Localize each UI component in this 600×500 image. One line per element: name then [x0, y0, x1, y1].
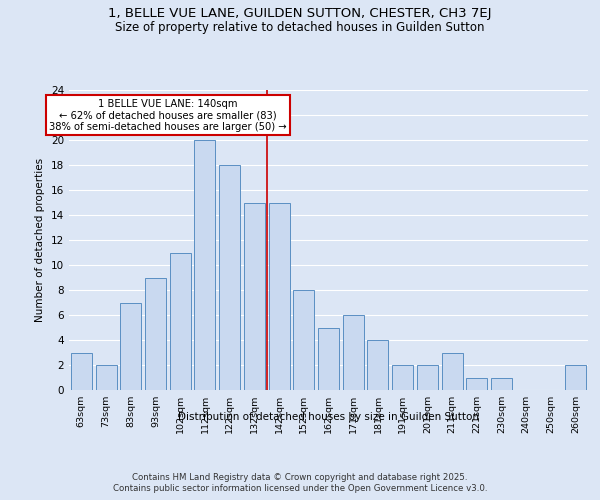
Text: Contains HM Land Registry data © Crown copyright and database right 2025.
Contai: Contains HM Land Registry data © Crown c…: [113, 472, 487, 494]
Bar: [194, 140, 215, 390]
Text: Size of property relative to detached houses in Guilden Sutton: Size of property relative to detached ho…: [115, 21, 485, 34]
Bar: [95, 365, 116, 390]
Bar: [417, 365, 438, 390]
Text: 1 BELLE VUE LANE: 140sqm
← 62% of detached houses are smaller (83)
38% of semi-d: 1 BELLE VUE LANE: 140sqm ← 62% of detach…: [49, 99, 287, 132]
Text: Distribution of detached houses by size in Guilden Sutton: Distribution of detached houses by size …: [178, 412, 479, 422]
Bar: [293, 290, 314, 390]
Y-axis label: Number of detached properties: Number of detached properties: [35, 158, 46, 322]
Bar: [565, 365, 586, 390]
Bar: [466, 378, 487, 390]
Bar: [120, 302, 141, 390]
Bar: [442, 352, 463, 390]
Bar: [392, 365, 413, 390]
Bar: [491, 378, 512, 390]
Bar: [71, 352, 92, 390]
Bar: [318, 328, 339, 390]
Bar: [367, 340, 388, 390]
Bar: [343, 315, 364, 390]
Bar: [244, 202, 265, 390]
Text: 1, BELLE VUE LANE, GUILDEN SUTTON, CHESTER, CH3 7EJ: 1, BELLE VUE LANE, GUILDEN SUTTON, CHEST…: [108, 8, 492, 20]
Bar: [170, 252, 191, 390]
Bar: [219, 165, 240, 390]
Bar: [269, 202, 290, 390]
Bar: [145, 278, 166, 390]
